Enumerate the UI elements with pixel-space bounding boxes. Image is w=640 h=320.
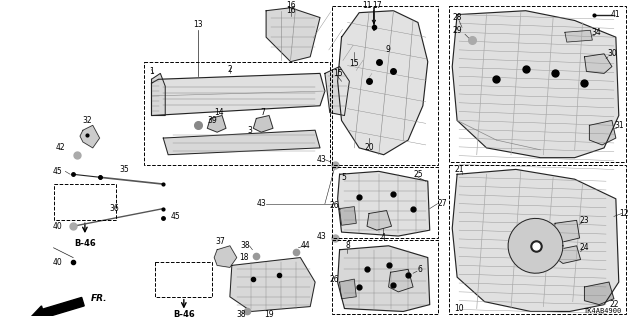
Polygon shape xyxy=(338,172,429,236)
Text: 40: 40 xyxy=(52,258,62,267)
Text: 16: 16 xyxy=(286,6,296,15)
Text: 44: 44 xyxy=(300,241,310,250)
Text: 12: 12 xyxy=(619,209,628,218)
Polygon shape xyxy=(367,211,392,230)
Text: 20: 20 xyxy=(364,143,374,152)
Text: 35: 35 xyxy=(119,165,129,174)
Text: 36: 36 xyxy=(109,204,119,213)
Polygon shape xyxy=(565,30,592,42)
Text: 41: 41 xyxy=(611,10,621,19)
Circle shape xyxy=(508,218,563,273)
Text: 13: 13 xyxy=(193,20,202,29)
Bar xyxy=(449,164,626,314)
Polygon shape xyxy=(388,269,413,292)
Text: 5: 5 xyxy=(341,173,346,182)
Polygon shape xyxy=(152,73,325,116)
Text: 19: 19 xyxy=(264,310,274,319)
Text: 3: 3 xyxy=(247,126,252,135)
Bar xyxy=(332,6,438,164)
Bar xyxy=(332,167,438,238)
Text: 38: 38 xyxy=(241,241,250,250)
Polygon shape xyxy=(589,120,616,145)
Text: 14: 14 xyxy=(214,108,224,117)
Text: 26: 26 xyxy=(330,275,339,284)
Polygon shape xyxy=(584,282,614,305)
Polygon shape xyxy=(80,125,100,148)
Bar xyxy=(449,6,626,162)
Polygon shape xyxy=(325,67,349,116)
Text: 29: 29 xyxy=(452,26,462,35)
Text: 18: 18 xyxy=(239,253,248,262)
Text: 10: 10 xyxy=(454,304,464,313)
Text: B-46: B-46 xyxy=(173,310,195,319)
Text: 8: 8 xyxy=(345,241,350,250)
Text: B-46: B-46 xyxy=(74,239,96,248)
Polygon shape xyxy=(214,246,237,268)
Text: 39: 39 xyxy=(207,116,217,125)
Text: 1: 1 xyxy=(149,67,154,76)
Polygon shape xyxy=(266,8,320,62)
Text: 30: 30 xyxy=(607,49,617,58)
Bar xyxy=(156,262,212,297)
Text: 43: 43 xyxy=(257,199,266,208)
Text: 7: 7 xyxy=(260,108,266,117)
Text: 31: 31 xyxy=(614,121,623,130)
Text: 45: 45 xyxy=(52,167,62,176)
Text: 24: 24 xyxy=(580,243,589,252)
Polygon shape xyxy=(338,246,429,311)
Text: 15: 15 xyxy=(349,59,359,68)
Polygon shape xyxy=(207,116,226,132)
Bar xyxy=(54,184,116,220)
Text: 4: 4 xyxy=(380,234,385,243)
Text: 34: 34 xyxy=(591,28,601,37)
Polygon shape xyxy=(555,246,580,263)
Polygon shape xyxy=(340,207,356,225)
Text: 21: 21 xyxy=(454,165,464,174)
Text: 26: 26 xyxy=(330,201,339,210)
Text: TK4AB4900: TK4AB4900 xyxy=(584,308,621,314)
Polygon shape xyxy=(230,258,315,311)
Polygon shape xyxy=(163,130,320,155)
Text: 38: 38 xyxy=(237,310,246,319)
Polygon shape xyxy=(452,11,619,158)
Text: 6: 6 xyxy=(417,265,422,274)
Text: 17: 17 xyxy=(372,1,381,10)
Text: 45: 45 xyxy=(170,212,180,221)
Text: 42: 42 xyxy=(56,143,65,152)
Polygon shape xyxy=(152,73,165,116)
Text: 9: 9 xyxy=(385,45,390,54)
Text: 16: 16 xyxy=(286,1,296,10)
Text: 27: 27 xyxy=(438,199,447,208)
Polygon shape xyxy=(338,11,428,155)
Text: 40: 40 xyxy=(52,222,62,231)
Polygon shape xyxy=(584,54,612,73)
Text: 32: 32 xyxy=(82,116,92,125)
Polygon shape xyxy=(553,220,580,242)
Bar xyxy=(332,240,438,314)
FancyArrow shape xyxy=(31,297,84,320)
Text: 23: 23 xyxy=(580,216,589,225)
Text: 22: 22 xyxy=(609,300,619,309)
Text: 25: 25 xyxy=(413,170,423,179)
Text: 43: 43 xyxy=(317,155,327,164)
Polygon shape xyxy=(340,279,356,299)
Polygon shape xyxy=(452,169,619,311)
Polygon shape xyxy=(253,116,273,132)
Bar xyxy=(143,62,330,164)
Text: 15: 15 xyxy=(333,69,342,78)
Text: 11: 11 xyxy=(362,1,372,10)
Text: 43: 43 xyxy=(317,232,327,241)
Text: FR.: FR. xyxy=(91,294,108,303)
Text: 37: 37 xyxy=(215,237,225,246)
Text: 28: 28 xyxy=(452,13,462,22)
Text: 2: 2 xyxy=(227,65,232,74)
